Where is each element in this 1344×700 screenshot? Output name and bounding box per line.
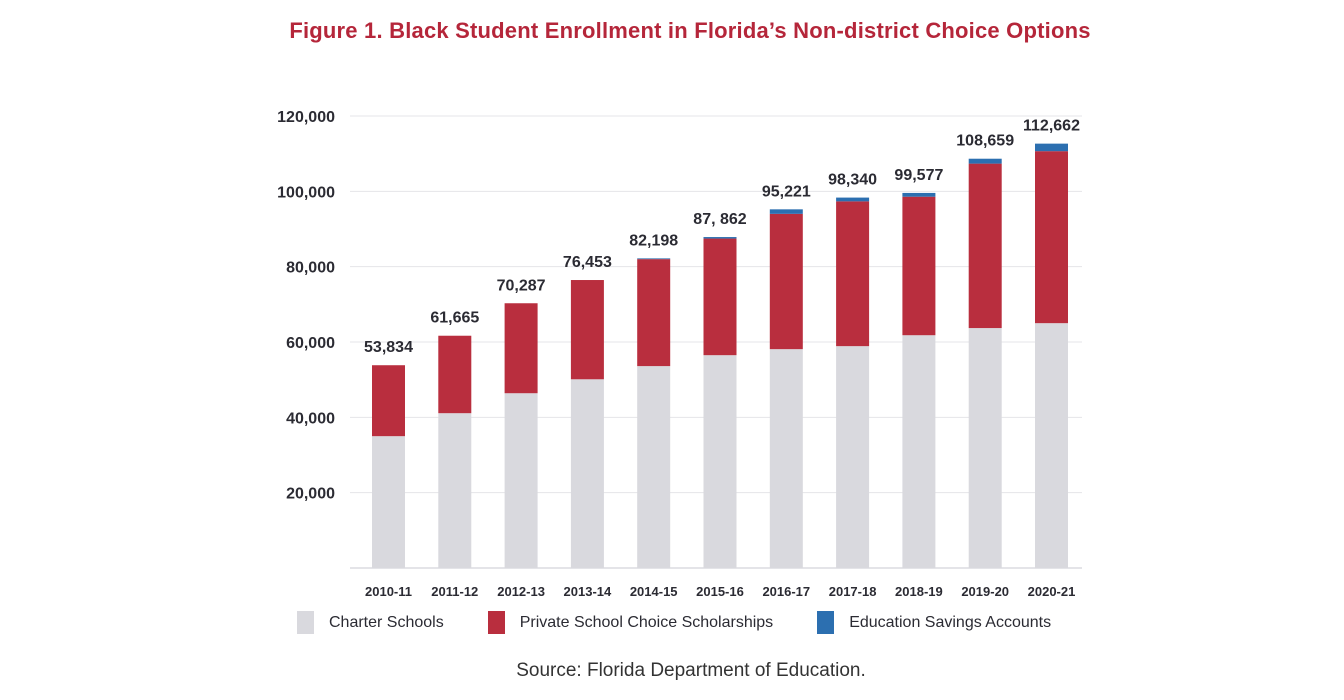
bar-segment-charter	[703, 355, 737, 568]
y-tick-label: 100,000	[277, 184, 335, 201]
total-label: 76,453	[563, 254, 612, 271]
bar-segment-private	[438, 335, 472, 414]
bar-segment-private	[372, 365, 405, 437]
bar-segment-charter	[570, 379, 604, 568]
bar-segment-charter	[836, 346, 870, 568]
x-axis-ticks: 2010-11 2011-12 2012-13 2013-14 2014-15 2015-…	[365, 584, 1075, 599]
bar-segment-private	[902, 196, 936, 336]
x-tick-label: 2020-21	[1028, 584, 1076, 599]
bar-segment-private	[769, 213, 803, 350]
total-label: 99,577	[894, 167, 943, 184]
bar-segment-private	[836, 201, 870, 347]
bar-segment-esa	[836, 197, 870, 202]
legend-swatch-private	[487, 611, 505, 634]
bar-segment-esa	[703, 237, 737, 239]
total-labels: 53,834 61,665 70,287 76,453 82,198 87, 862 95,…	[364, 118, 1080, 357]
legend-item-private: Private School Choice Scholarships	[487, 611, 774, 634]
legend-label-esa: Education Savings Accounts	[849, 613, 1052, 631]
bar-segment-charter	[1035, 323, 1068, 568]
bar-segment-charter	[438, 413, 472, 568]
y-tick-label: 60,000	[286, 335, 335, 352]
bars	[372, 143, 1068, 568]
total-label: 95,221	[762, 183, 811, 200]
source-note: Source: Florida Department of Education.	[516, 660, 866, 681]
x-tick-label: 2016-17	[762, 584, 810, 599]
bar-segment-esa	[902, 192, 936, 197]
bar-segment-private	[570, 280, 604, 380]
legend-label-private: Private School Choice Scholarships	[519, 613, 774, 631]
total-label: 87, 862	[693, 211, 746, 228]
total-label: 70,287	[497, 277, 546, 294]
x-tick-label: 2010-11	[365, 584, 412, 599]
total-label: 61,665	[430, 310, 479, 327]
legend-item-esa: Education Savings Accounts	[817, 611, 1051, 634]
total-label: 82,198	[629, 232, 678, 249]
x-tick-label: 2015-16	[696, 584, 744, 599]
y-tick-label: 40,000	[286, 410, 335, 427]
bar-segment-charter	[637, 366, 671, 568]
x-tick-label: 2018-19	[895, 584, 943, 599]
chart-title: Figure 1. Black Student Enrollment in Fl…	[289, 18, 1091, 43]
legend-item-charter: Charter Schools	[297, 611, 444, 634]
bar-segment-esa	[637, 258, 671, 260]
bar-segment-charter	[902, 335, 936, 568]
legend-label-charter: Charter Schools	[329, 613, 444, 631]
bar-segment-private	[968, 163, 1002, 329]
y-tick-label: 20,000	[286, 486, 335, 503]
x-tick-label: 2013-14	[564, 584, 612, 599]
y-tick-label: 80,000	[286, 260, 335, 277]
total-label: 53,834	[364, 339, 413, 356]
bar-segment-private	[703, 238, 737, 356]
bar-segment-esa	[1035, 143, 1068, 152]
total-label: 98,340	[828, 172, 877, 189]
x-tick-label: 2011-12	[431, 584, 478, 599]
y-axis-ticks: 20,000 40,000 60,000 80,000 100,000 120,000	[277, 109, 335, 503]
bar-segment-private	[1035, 151, 1068, 324]
bar-segment-charter	[504, 393, 538, 568]
x-tick-label: 2019-20	[961, 584, 1009, 599]
bar-segment-charter	[968, 328, 1002, 568]
legend-swatch-charter	[297, 611, 314, 634]
bar-segment-private	[504, 303, 538, 394]
bar-segment-esa	[968, 158, 1002, 164]
total-label: 108,659	[956, 133, 1014, 150]
x-tick-label: 2014-15	[630, 584, 678, 599]
bar-segment-charter	[372, 436, 405, 568]
y-tick-label: 120,000	[277, 109, 335, 126]
legend-swatch-esa	[817, 611, 835, 634]
legend: Charter Schools Private School Choice Sc…	[297, 611, 1095, 634]
total-label: 112,662	[1023, 118, 1080, 135]
bar-segment-private	[637, 259, 671, 367]
bar-segment-esa	[769, 209, 803, 214]
x-tick-label: 2017-18	[829, 584, 877, 599]
bar-segment-charter	[769, 349, 803, 568]
x-tick-label: 2012-13	[497, 584, 545, 599]
